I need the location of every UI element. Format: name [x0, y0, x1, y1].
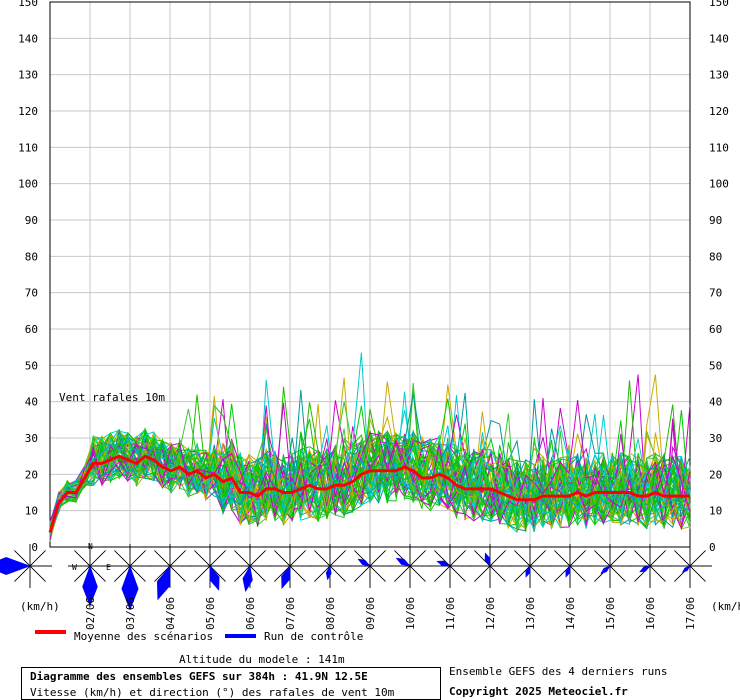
- unit-label-left: (km/h): [20, 600, 60, 613]
- x-tick-label: 02/06: [84, 597, 97, 630]
- y-tick-left: 10: [25, 505, 38, 518]
- footer-title-box: Diagramme des ensembles GEFS sur 384h : …: [21, 667, 441, 700]
- wind-rose: [508, 544, 552, 588]
- footer-subtitle: Vitesse (km/h) et direction (°) des rafa…: [30, 686, 395, 699]
- y-tick-right: 50: [709, 359, 722, 372]
- series-label: Vent rafales 10m: [59, 391, 165, 404]
- y-tick-right: 40: [709, 396, 722, 409]
- y-tick-right: 10: [709, 505, 722, 518]
- y-tick-right: 110: [709, 141, 729, 154]
- y-tick-right: 60: [709, 323, 722, 336]
- y-tick-left: 60: [25, 323, 38, 336]
- y-tick-right: 70: [709, 287, 722, 300]
- x-tick-label: 16/06: [644, 597, 657, 630]
- altitude-label: Altitude du modele : 141m: [179, 653, 345, 666]
- y-tick-left: 40: [25, 396, 38, 409]
- unit-label-right: (km/h): [711, 600, 740, 613]
- y-tick-right: 20: [709, 468, 722, 481]
- y-tick-left: 70: [25, 287, 38, 300]
- wind-rose: [108, 544, 152, 611]
- x-tick-label: 09/06: [364, 597, 377, 630]
- wind-rose: [668, 544, 712, 588]
- x-tick-label: 04/06: [164, 597, 177, 630]
- x-tick-label: 14/06: [564, 597, 577, 630]
- copyright: Copyright 2025 Meteociel.fr: [449, 685, 628, 698]
- wind-rose: [148, 544, 192, 601]
- y-tick-right: 80: [709, 250, 722, 263]
- mean-series-line: [48, 454, 690, 533]
- x-tick-label: 06/06: [244, 597, 257, 630]
- wind-rose: [308, 544, 352, 588]
- x-tick-label: 08/06: [324, 597, 337, 630]
- ensemble-member-line: [49, 423, 691, 530]
- wind-rose: [428, 544, 472, 588]
- y-tick-right: 120: [709, 105, 729, 118]
- wind-rose: [188, 544, 232, 592]
- y-tick-right: 150: [709, 0, 729, 9]
- x-tick-label: 13/06: [524, 597, 537, 630]
- y-tick-right: 90: [709, 214, 722, 227]
- y-tick-left: 80: [25, 250, 38, 263]
- wind-rose: [588, 544, 632, 588]
- y-tick-left: 30: [25, 432, 38, 445]
- y-tick-left: 0: [31, 541, 38, 554]
- control-line: [49, 437, 691, 537]
- y-tick-left: 150: [18, 0, 38, 9]
- y-tick-left: 110: [18, 141, 38, 154]
- ensemble-member-line: [49, 394, 691, 534]
- y-tick-left: 140: [18, 32, 38, 45]
- wind-rose: [468, 544, 512, 588]
- control-run-line: [49, 437, 691, 537]
- x-tick-label: 17/06: [684, 597, 697, 630]
- wind-rose: [268, 544, 312, 590]
- wind-rose: [388, 544, 432, 588]
- compass-north-label: N: [88, 542, 93, 551]
- ensemble-note: Ensemble GEFS des 4 derniers runs: [449, 665, 668, 678]
- y-axis-left: 0 10 20 30 40 50 60 70 80 90 100 110 120 130 140 150: [18, 0, 38, 554]
- y-tick-right: 30: [709, 432, 722, 445]
- chart-grid: [49, 1, 691, 548]
- y-tick-left: 90: [25, 214, 38, 227]
- ensemble-member-line: [49, 434, 691, 536]
- wind-rose: [548, 544, 592, 588]
- x-tick-label: 05/06: [204, 597, 217, 630]
- wind-rose: [348, 544, 392, 588]
- x-tick-label: 03/06: [124, 597, 137, 630]
- mean-line: [48, 454, 690, 533]
- ensemble-member-line: [49, 438, 691, 540]
- wind-rose: [228, 544, 272, 593]
- legend-control-label: Run de contrôle: [264, 630, 363, 643]
- legend-mean-label: Moyenne des scénarios: [74, 630, 213, 643]
- footer-title: Diagramme des ensembles GEFS sur 384h : …: [30, 670, 368, 683]
- x-tick-label: 07/06: [284, 597, 297, 630]
- y-tick-left: 130: [18, 69, 38, 82]
- x-tick-label: 12/06: [484, 597, 497, 630]
- x-tick-label: 15/06: [604, 597, 617, 630]
- wind-roses: [0, 544, 712, 611]
- wind-rose: [628, 544, 672, 588]
- y-axis-right: 0 10 20 30 40 50 60 70 80 90 100 110 120 130 140 150: [709, 0, 729, 554]
- x-tick-label: 10/06: [404, 597, 417, 630]
- y-tick-left: 100: [18, 178, 38, 191]
- x-tick-label: 11/06: [444, 597, 457, 630]
- wind-rose: [68, 544, 112, 607]
- wind-rose: [0, 544, 52, 588]
- y-tick-right: 140: [709, 32, 729, 45]
- y-tick-left: 120: [18, 105, 38, 118]
- compass-east-label: E: [106, 563, 111, 572]
- ensemble-member-line: [49, 390, 691, 532]
- compass-west-label: W: [72, 563, 77, 572]
- y-tick-right: 0: [709, 541, 716, 554]
- y-tick-right: 100: [709, 178, 729, 191]
- y-tick-left: 20: [25, 468, 38, 481]
- y-tick-right: 130: [709, 69, 729, 82]
- y-tick-left: 50: [25, 359, 38, 372]
- x-axis-labels: 02/06 03/06 04/06 05/06 06/06 07/06 08/06 09/06…: [84, 597, 697, 630]
- ensemble-member-lines: [49, 352, 691, 542]
